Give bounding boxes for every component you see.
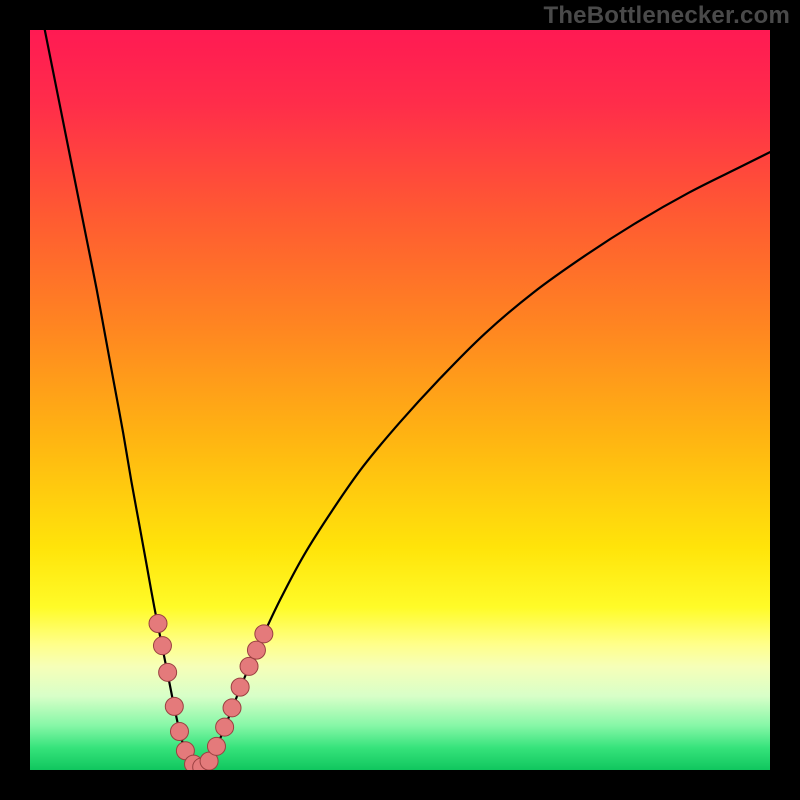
data-marker [149, 614, 167, 632]
data-marker [170, 723, 188, 741]
data-marker [255, 625, 273, 643]
chart-stage: TheBottlenecker.com [0, 0, 800, 800]
data-marker [207, 737, 225, 755]
data-marker [165, 697, 183, 715]
data-marker [216, 718, 234, 736]
data-marker [231, 678, 249, 696]
data-marker [153, 637, 171, 655]
data-marker [247, 641, 265, 659]
data-marker [159, 663, 177, 681]
gradient-background [30, 30, 770, 770]
data-marker [223, 699, 241, 717]
data-marker [240, 657, 258, 675]
bottleneck-chart [0, 0, 800, 800]
